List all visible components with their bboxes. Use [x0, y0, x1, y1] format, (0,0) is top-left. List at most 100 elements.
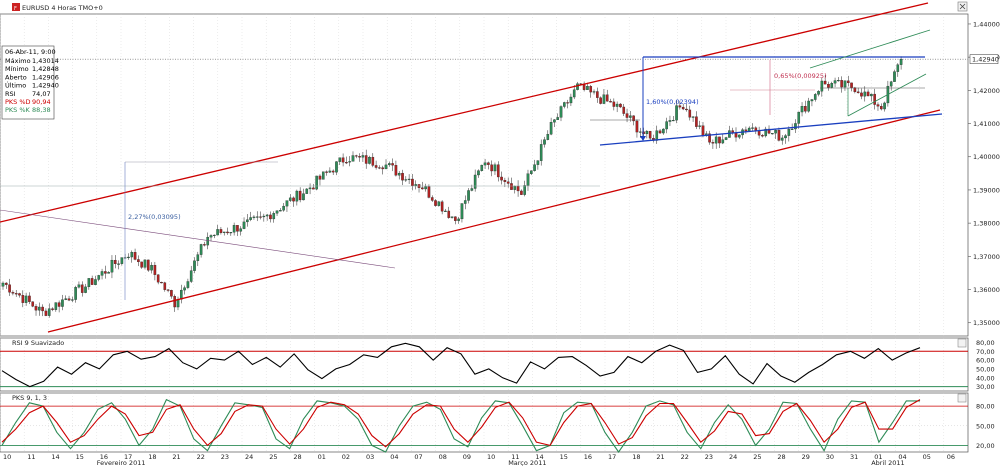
candle-body	[734, 132, 738, 138]
x-tick-label: 04	[898, 453, 906, 461]
subpanel-close-icon[interactable]	[957, 338, 967, 348]
candle-body	[797, 111, 801, 124]
candle-body	[490, 164, 493, 172]
candle-body	[216, 229, 219, 236]
candle-body	[8, 284, 11, 293]
candle-body	[718, 136, 721, 144]
candle-body	[820, 80, 824, 92]
candle-body	[219, 229, 223, 233]
candle-body	[747, 127, 751, 132]
x-tick-label: 24	[729, 453, 737, 461]
info-box-label: PKS %K	[5, 106, 31, 114]
measure-annotation: 1,60%(0,02394)	[646, 98, 699, 106]
candle-body	[589, 86, 593, 93]
candle-body	[619, 103, 622, 108]
candle-body	[249, 217, 252, 220]
candle-body	[846, 80, 850, 84]
candle-body	[873, 93, 876, 105]
candle-body	[536, 160, 540, 165]
x-month-label: Março 2011	[508, 459, 546, 466]
candle-body	[698, 125, 701, 127]
y-tick-label: 1,42000	[973, 87, 1000, 95]
candle-body	[701, 125, 705, 136]
x-tick-label: 22	[197, 453, 205, 461]
rsi-y-label: 60,00	[976, 357, 995, 365]
x-tick-label: 17	[124, 453, 132, 461]
candle-body	[622, 106, 626, 114]
info-box-value: 1,42940	[32, 82, 59, 90]
candle-body	[173, 296, 177, 308]
candle-body	[401, 172, 404, 181]
x-tick-label: 31	[850, 453, 858, 461]
candle-body	[312, 187, 315, 190]
candle-body	[47, 308, 51, 316]
candle-body	[262, 215, 266, 218]
candle-body	[242, 221, 246, 229]
candle-body	[784, 135, 787, 139]
candle-body	[407, 178, 411, 180]
candle-body	[94, 279, 97, 285]
candle-body	[675, 105, 678, 121]
candle-body	[434, 200, 437, 206]
candle-body	[222, 231, 226, 233]
info-box-label: Aberto	[5, 73, 27, 81]
candle-body	[1, 282, 5, 287]
x-tick-label: 16	[584, 453, 592, 461]
candle-body	[331, 170, 335, 173]
candle-body	[566, 102, 569, 104]
rsi-y-label: 50,00	[976, 365, 995, 373]
candle-body	[444, 210, 447, 212]
candle-body	[229, 232, 233, 234]
candle-body	[269, 214, 272, 220]
candle-body	[470, 188, 474, 191]
candle-body	[496, 164, 500, 178]
candle-body	[609, 101, 612, 103]
x-tick-label: 18	[632, 453, 640, 461]
candle-body	[288, 197, 292, 201]
panel-close-icon[interactable]	[957, 1, 968, 12]
x-tick-label: 04	[390, 453, 398, 461]
stoch-y-label: 80,00	[976, 403, 995, 411]
y-tick-label: 1,44000	[973, 20, 1000, 28]
x-tick-label: 05	[923, 453, 931, 461]
candle-body	[774, 130, 777, 134]
candle-body	[883, 102, 886, 110]
stoch-y-label: 50,00	[976, 422, 995, 430]
candle-body	[635, 120, 639, 133]
last-price-label: 1,42940	[972, 56, 999, 64]
candle-body	[638, 131, 642, 133]
candle-body	[655, 130, 659, 141]
rsi-y-label: 70,00	[976, 348, 995, 356]
candle-body	[318, 175, 322, 180]
x-tick-label: 21	[656, 453, 664, 461]
rsi-panel: RSI 9 Suavizado	[0, 339, 968, 388]
candle-body	[893, 71, 896, 82]
y-tick-label: 1,36000	[973, 286, 1000, 294]
candle-body	[120, 257, 124, 264]
candle-body	[321, 171, 325, 180]
candle-body	[361, 155, 365, 158]
candle-body	[421, 187, 424, 190]
chart-logo-glyph: F	[14, 6, 17, 12]
candle-body	[364, 155, 368, 164]
candle-body	[213, 234, 216, 236]
x-tick-label: 01	[318, 453, 326, 461]
x-tick-label: 29	[802, 453, 810, 461]
candle-body	[553, 119, 556, 123]
candle-body	[863, 91, 867, 97]
candle-body	[833, 80, 837, 84]
candle-body	[57, 302, 61, 307]
candle-body	[252, 216, 256, 218]
subpanel-close-icon[interactable]	[957, 393, 967, 403]
candle-body	[259, 216, 262, 218]
candle-body	[460, 203, 464, 220]
candle-body	[34, 306, 38, 311]
info-box-label: RSI	[5, 90, 16, 98]
candle-body	[543, 139, 546, 145]
candle-body	[113, 259, 117, 265]
candle-body	[246, 219, 249, 223]
rsi-panel-frame	[0, 337, 969, 392]
candle-body	[160, 282, 163, 284]
candle-body	[546, 134, 550, 140]
candle-body	[526, 173, 530, 186]
